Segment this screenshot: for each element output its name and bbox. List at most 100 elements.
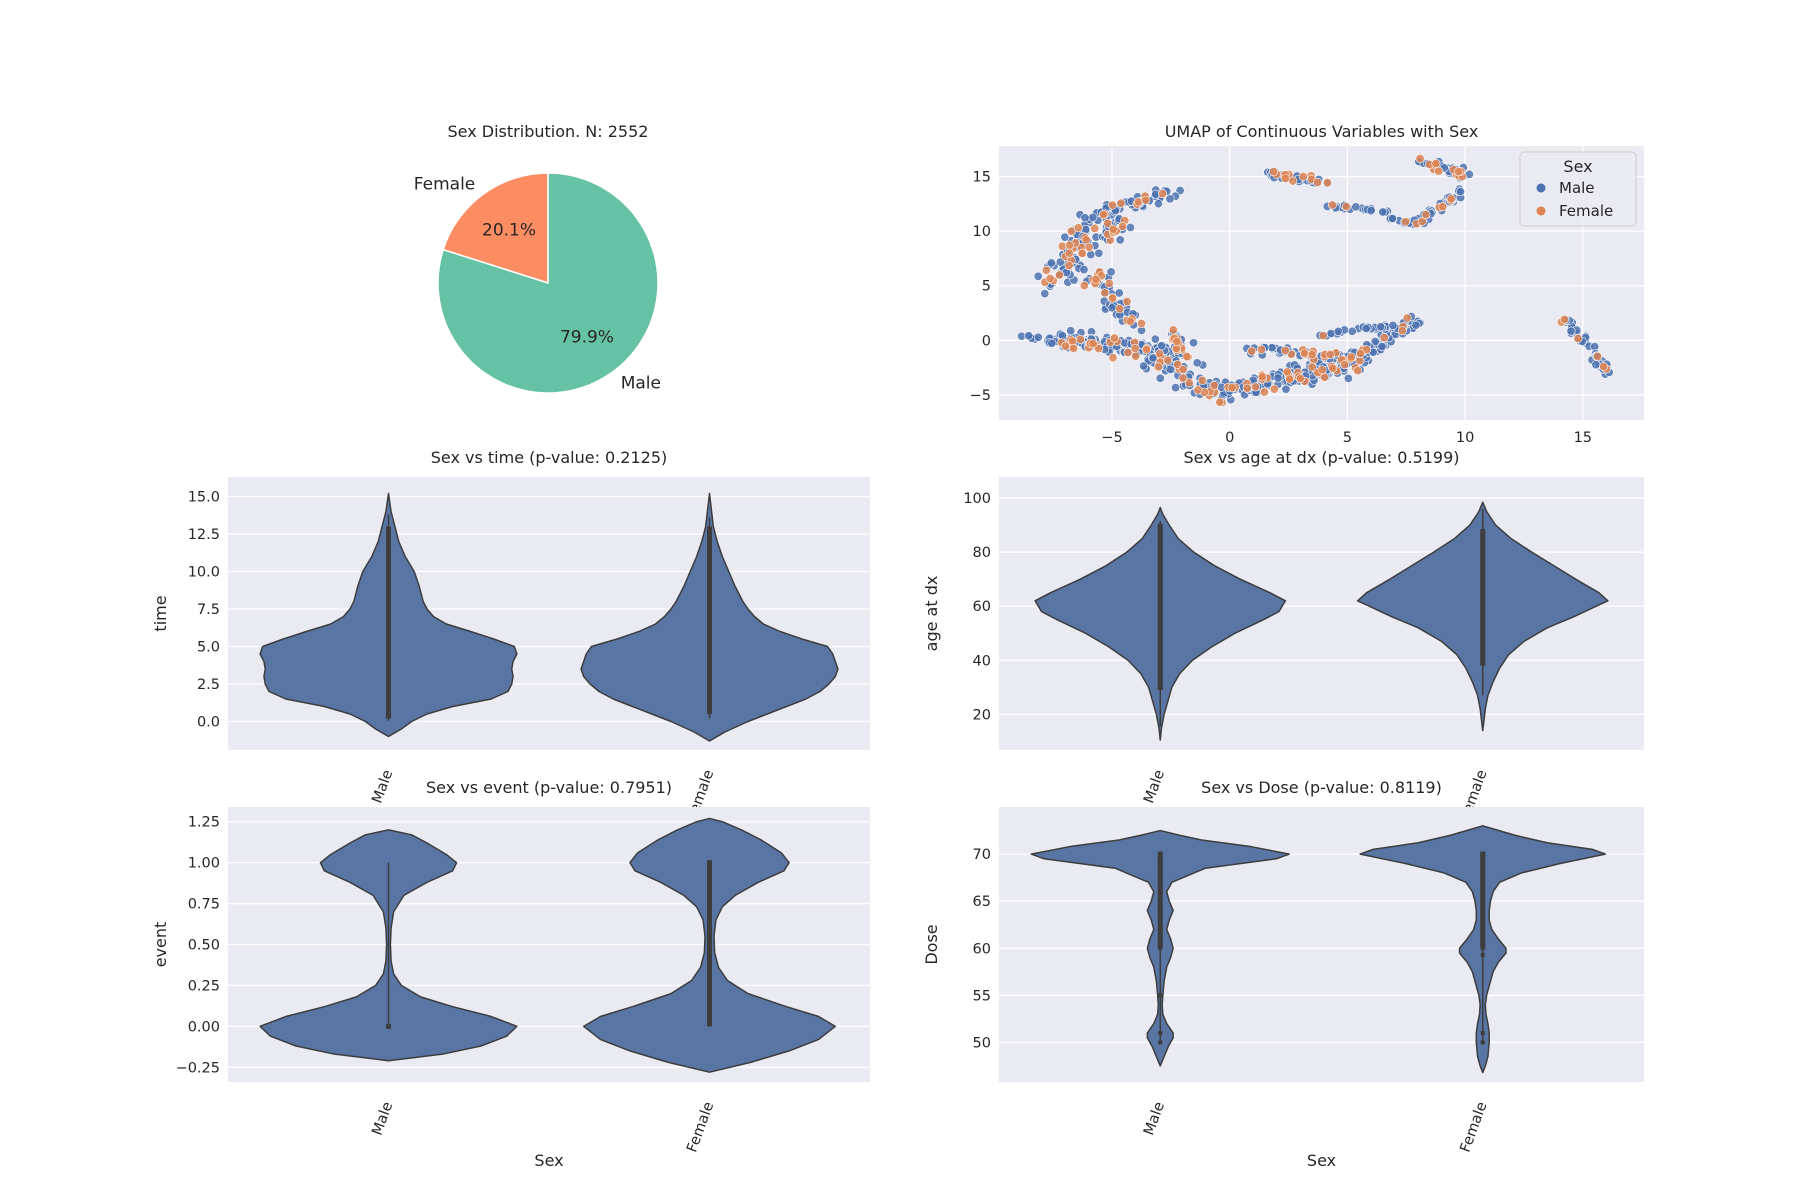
- point-female: [1100, 288, 1110, 298]
- pie-chart: Sex Distribution. N: 2552 Female 20.1% Male…: [414, 122, 661, 394]
- x-tick-label: 10: [1456, 430, 1474, 446]
- y-axis-label: age at dx: [922, 576, 941, 652]
- point-female: [1108, 224, 1118, 234]
- point-male: [1153, 199, 1163, 209]
- point-male: [1591, 360, 1601, 370]
- legend-entry-female: Female: [1559, 202, 1613, 220]
- point-male: [1192, 358, 1202, 368]
- point-female: [1573, 333, 1583, 343]
- point-female: [1155, 349, 1165, 359]
- y-tick-label: 0: [982, 333, 991, 349]
- point-female: [1285, 374, 1295, 384]
- point-male: [1055, 257, 1065, 267]
- point-female: [1090, 223, 1100, 233]
- point-female: [1353, 366, 1363, 376]
- box-point-female: [1480, 852, 1485, 857]
- point-female: [1559, 314, 1569, 324]
- point-female: [1069, 343, 1079, 353]
- point-female: [1299, 348, 1309, 358]
- point-male: [1456, 187, 1466, 197]
- point-female: [1108, 293, 1118, 303]
- x-tick-label: Male: [1141, 768, 1168, 806]
- point-male: [1370, 337, 1380, 347]
- y-tick-label: 70: [973, 847, 991, 863]
- point-female: [1325, 349, 1335, 359]
- point-female: [1259, 387, 1269, 397]
- box-point-male: [1158, 889, 1163, 894]
- point-female: [1599, 362, 1609, 372]
- point-male: [1046, 258, 1056, 268]
- box-point-male: [1158, 852, 1163, 857]
- point-male: [1115, 235, 1125, 245]
- point-male: [1376, 322, 1386, 332]
- point-female: [1415, 154, 1425, 164]
- point-male: [1378, 207, 1388, 217]
- point-female: [1163, 355, 1173, 365]
- point-male: [1024, 331, 1034, 341]
- box-point-male: [1158, 946, 1163, 951]
- point-male: [1060, 232, 1070, 242]
- point-male: [1366, 206, 1376, 216]
- point-male: [1139, 361, 1149, 371]
- x-tick-label: 15: [1574, 430, 1592, 446]
- y-tick-label: −0.25: [176, 1060, 220, 1076]
- point-male: [1157, 341, 1167, 351]
- y-tick-label: 55: [973, 988, 991, 1004]
- point-female: [1055, 270, 1065, 280]
- point-male: [1387, 214, 1397, 224]
- point-female: [1123, 347, 1133, 357]
- point-male: [1079, 265, 1089, 275]
- point-male: [1343, 373, 1353, 383]
- y-tick-label: −5: [970, 388, 991, 404]
- x-tick-label: Male: [369, 768, 396, 806]
- pie-pct-female: 20.1%: [482, 221, 536, 241]
- box-point-male: [1158, 993, 1163, 998]
- point-female: [1593, 351, 1603, 361]
- point-female: [1298, 171, 1308, 181]
- y-tick-label: 15: [973, 170, 991, 186]
- y-tick-label: 1.25: [188, 815, 220, 831]
- point-female: [1256, 345, 1266, 355]
- point-female: [1084, 242, 1094, 252]
- point-female: [1075, 334, 1085, 344]
- point-female: [1280, 346, 1290, 356]
- point-female: [1346, 352, 1356, 362]
- point-female: [1251, 382, 1261, 392]
- point-female: [1401, 217, 1411, 227]
- x-tick-label: Male: [1141, 1100, 1168, 1138]
- point-female: [1094, 344, 1104, 354]
- chart-title: Sex vs age at dx (p-value: 0.5199): [1183, 448, 1459, 467]
- y-tick-label: 80: [973, 545, 991, 561]
- y-tick-label: 15.0: [188, 490, 220, 506]
- point-female: [1313, 177, 1323, 187]
- y-tick-label: 0.00: [188, 1019, 220, 1035]
- point-female: [1182, 352, 1192, 362]
- point-male: [1347, 326, 1357, 336]
- point-male: [1165, 194, 1175, 204]
- y-tick-label: 1.00: [188, 856, 220, 872]
- point-female: [1091, 274, 1101, 284]
- point-female: [1088, 339, 1098, 349]
- point-female: [1122, 297, 1132, 307]
- point-male: [1088, 212, 1098, 222]
- point-female: [1431, 158, 1441, 168]
- umap-scatter: −5 0 5 10 15 −5 0 5 10 15 UMAP of Continuous Varia…: [970, 122, 1644, 446]
- y-axis-label: Dose: [922, 924, 941, 964]
- point-female: [1327, 200, 1337, 210]
- point-female: [1328, 363, 1338, 373]
- y-tick-label: 60: [973, 599, 991, 615]
- point-female: [1421, 210, 1431, 220]
- point-female: [1066, 226, 1076, 236]
- point-male: [1165, 364, 1175, 374]
- point-female: [1307, 350, 1317, 360]
- point-female: [1118, 221, 1128, 231]
- y-tick-label: 0.50: [188, 938, 220, 954]
- point-female: [1247, 346, 1257, 356]
- point-female: [1137, 318, 1147, 328]
- legend-marker-female: [1536, 206, 1546, 216]
- point-female: [1242, 383, 1252, 393]
- y-tick-label: 2.5: [197, 677, 220, 693]
- point-female: [1081, 235, 1091, 245]
- point-male: [1377, 342, 1387, 352]
- box-point-female: [1480, 952, 1485, 957]
